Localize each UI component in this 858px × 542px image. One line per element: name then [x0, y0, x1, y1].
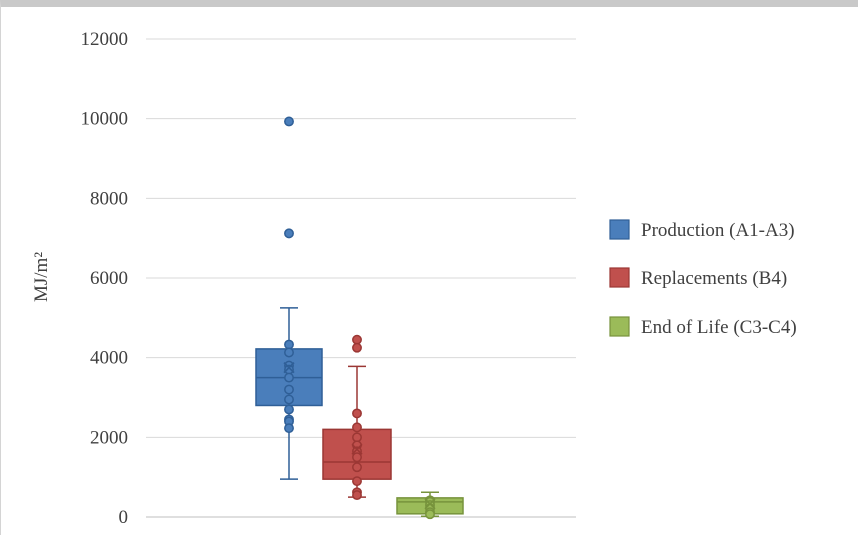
data-point — [352, 334, 362, 345]
mean-marker — [424, 498, 436, 510]
data-point — [352, 462, 362, 473]
data-point — [425, 509, 435, 520]
y-axis-label: MJ/m² — [31, 252, 52, 302]
data-point — [284, 339, 294, 350]
mean-marker — [351, 443, 363, 455]
data-point — [352, 452, 362, 463]
legend-item-3: End of Life (C3-C4) — [609, 316, 797, 338]
data-point — [352, 408, 362, 419]
data-point — [352, 432, 362, 443]
data-point — [352, 342, 362, 353]
y-tick-label: 0 — [119, 507, 129, 528]
legend-item-1: Production (A1-A3) — [609, 219, 795, 241]
data-point — [284, 423, 294, 434]
legend-label: Replacements (B4) — [641, 268, 787, 289]
legend-swatch — [609, 316, 630, 337]
legend-label: End of Life (C3-C4) — [641, 317, 797, 338]
legend-item-2: Replacements (B4) — [609, 267, 787, 289]
box-series-2 — [322, 334, 392, 501]
box-series — [255, 116, 464, 520]
box-series-1 — [255, 116, 323, 480]
box-plot-chart: 0 2000 4000 6000 8000 10000 12000 MJ/m² Produc… — [31, 29, 797, 528]
y-tick-label: 10000 — [81, 109, 129, 130]
data-point — [352, 490, 362, 501]
mean-marker — [283, 362, 295, 374]
data-point — [352, 476, 362, 487]
data-point — [284, 116, 294, 127]
box-series-3 — [396, 491, 464, 520]
y-tick-label: 2000 — [90, 427, 128, 448]
y-tick-label: 6000 — [90, 268, 128, 289]
data-point — [284, 384, 294, 395]
data-point — [284, 347, 294, 358]
data-point — [284, 228, 294, 239]
data-point — [352, 422, 362, 433]
y-tick-label: 8000 — [90, 188, 128, 209]
y-tick-label: 4000 — [90, 348, 128, 369]
legend-label: Production (A1-A3) — [641, 220, 795, 241]
y-tick-label: 12000 — [81, 29, 129, 50]
data-point — [284, 404, 294, 415]
legend: Production (A1-A3) Replacements (B4) End o… — [609, 219, 797, 338]
legend-swatch — [609, 219, 630, 240]
data-point — [284, 372, 294, 383]
legend-swatch — [609, 267, 630, 288]
gridlines — [146, 38, 576, 518]
y-axis-ticks: 0 2000 4000 6000 8000 10000 12000 — [81, 29, 129, 528]
data-point — [284, 394, 294, 405]
